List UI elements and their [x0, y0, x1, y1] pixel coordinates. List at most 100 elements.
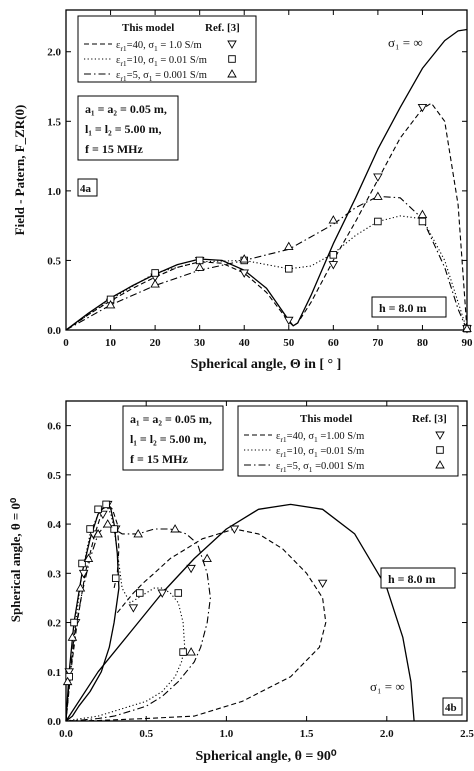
legend-header-model: This model	[122, 22, 174, 34]
y-tick-label: 2.0	[47, 47, 61, 59]
sigma-inf-label-4a: σ₁ = ∞	[388, 35, 423, 50]
marker-triangle-up	[373, 191, 383, 200]
x-tick-label: 0	[63, 337, 69, 349]
marker-triangle-up	[194, 262, 205, 271]
legend-header-model-4b: This model	[300, 413, 352, 425]
param-a: a₁ = a₂ = 0.05 m,	[85, 102, 167, 116]
height-label-4a: h = 8.0 m	[379, 301, 427, 315]
legend-marker-square	[228, 55, 236, 63]
panel-label-box-4b	[442, 697, 463, 716]
legend-marker-square	[436, 446, 444, 454]
sigma-inf-label-4b: σ₁ = ∞	[370, 679, 405, 694]
marker-triangle-up	[102, 519, 113, 528]
marker-triangle-down	[229, 525, 240, 534]
y-tick-label: 1.0	[47, 186, 61, 198]
legend-marker-triangle-down	[435, 431, 445, 440]
params-box-4b: a₁ = a₂ = 0.05 m, l₁ = l₂ = 5.00 m, f = …	[122, 405, 224, 471]
x-tick-label: 50	[283, 337, 295, 349]
plot-frame-4a	[65, 9, 468, 331]
x-tick-label: 10	[105, 337, 117, 349]
legend-marker-triangle-up	[227, 69, 237, 78]
param-l: l₁ = l₂ = 5.00 m,	[85, 122, 162, 136]
legend-entry-label: εr1=10, σ1 = 0.01 S/m	[116, 55, 207, 68]
marker-triangle-up	[62, 676, 73, 686]
marker-triangle-up	[83, 553, 94, 562]
series-line-dashdot	[65, 523, 211, 722]
param-f-4b: f = 15 MHz	[130, 452, 188, 466]
marker-triangle-up	[67, 632, 78, 641]
marker-square	[111, 574, 120, 582]
legend-header-ref: Ref. [3]	[205, 22, 240, 34]
marker-triangle-down	[328, 261, 339, 270]
y-axis-label-4b: Spherical angle, θ = 0⁰	[8, 497, 23, 622]
legend-entry-label: εr1=10, σ1 =0.01 S/m	[276, 446, 364, 459]
marker-triangle-up	[186, 647, 196, 656]
marker-triangle-down	[239, 269, 249, 278]
marker-triangle-up	[202, 553, 212, 562]
legend-4a: This model Ref. [3] εr1=40, σ1 = 1.0 S/m…	[77, 15, 257, 83]
marker-square	[418, 217, 427, 226]
panel-4a: 0 10 20 30 40 50 60 70 80 90 0.0 0.5 1.0 1.5 2.0 This …	[12, 9, 473, 372]
marker-square	[179, 648, 187, 656]
marker-square	[110, 525, 118, 533]
param-f: f = 15 MHz	[85, 142, 143, 156]
marker-square	[70, 618, 78, 627]
markers-group-4b	[62, 500, 328, 686]
legend-entry-label: εr1=40, σ1 =1.00 S/m	[276, 431, 364, 444]
marker-triangle-down	[64, 668, 74, 677]
series-line-dotted	[65, 503, 186, 722]
y-tick-label: 0.5	[47, 470, 61, 482]
y-tick-label: 0.5	[47, 255, 61, 267]
y-tick-label: 0.4	[47, 519, 61, 531]
marker-triangle-up	[239, 254, 249, 263]
marker-triangle-up	[328, 215, 339, 224]
marker-triangle-up	[417, 209, 428, 218]
series-group-4a	[65, 28, 468, 331]
y-tick-label: 1.5	[47, 116, 61, 128]
y-tick-label: 0.0	[47, 716, 61, 728]
panel-label-box-4a	[77, 178, 98, 197]
y-tick-label: 0.6	[47, 421, 61, 433]
height-label-4b: h = 8.0 m	[388, 572, 436, 586]
marker-triangle-down	[78, 569, 89, 579]
marker-square	[285, 265, 293, 273]
series-line-solid	[65, 503, 415, 722]
marker-square	[136, 589, 144, 597]
param-a-4b: a₁ = a₂ = 0.05 m,	[130, 412, 212, 426]
marker-triangle-down	[284, 316, 294, 326]
series-line-dashed	[65, 528, 327, 722]
y-axis-label-4a: Field - Patern, F_ZR(0)	[12, 105, 27, 236]
marker-triangle-up	[150, 279, 160, 288]
y-tick-label: 0.2	[47, 618, 61, 630]
legend-entry-label: εr1=5, σ1 = 0.001 S/m	[116, 70, 207, 83]
marker-triangle-up	[75, 583, 86, 592]
marker-square	[86, 525, 94, 533]
panel-label-4a: 4a	[80, 183, 92, 195]
marker-triangle-up	[105, 300, 116, 309]
marker-triangle-up	[284, 241, 294, 250]
y-tick-label: 0.3	[47, 568, 61, 580]
marker-square	[329, 251, 338, 259]
y-tick-label: 0.1	[47, 667, 61, 679]
height-box-4b	[380, 567, 456, 589]
marker-square	[374, 217, 382, 226]
x-tick-label: 0.0	[59, 728, 73, 740]
series-line-dashdot	[65, 195, 468, 331]
legend-entry-label: εr1=40, σ1 = 1.0 S/m	[116, 40, 202, 53]
marker-square	[102, 500, 110, 509]
marker-triangle-down	[128, 604, 139, 613]
marker-triangle-down	[417, 103, 428, 113]
legend-header-ref-4b: Ref. [3]	[412, 413, 447, 425]
x-tick-label: 20	[150, 337, 162, 349]
marker-triangle-down	[317, 579, 328, 589]
y-tick-label: 0.0	[47, 325, 61, 337]
height-box-4a	[371, 296, 447, 318]
x-tick-label: 0.5	[139, 728, 153, 740]
legend-entry-label: εr1=5, σ1 =0.001 S/m	[276, 461, 364, 474]
params-box-4a: a₁ = a₂ = 0.05 m, l₁ = l₂ = 5.00 m, f = …	[77, 95, 179, 161]
markers-group-4a	[105, 103, 472, 334]
x-axis-label-4b: Spherical angle, θ = 90⁰	[195, 749, 336, 764]
marker-square	[174, 589, 183, 597]
x-tick-label: 1.0	[220, 728, 234, 740]
panel-label-4b: 4b	[445, 702, 457, 714]
